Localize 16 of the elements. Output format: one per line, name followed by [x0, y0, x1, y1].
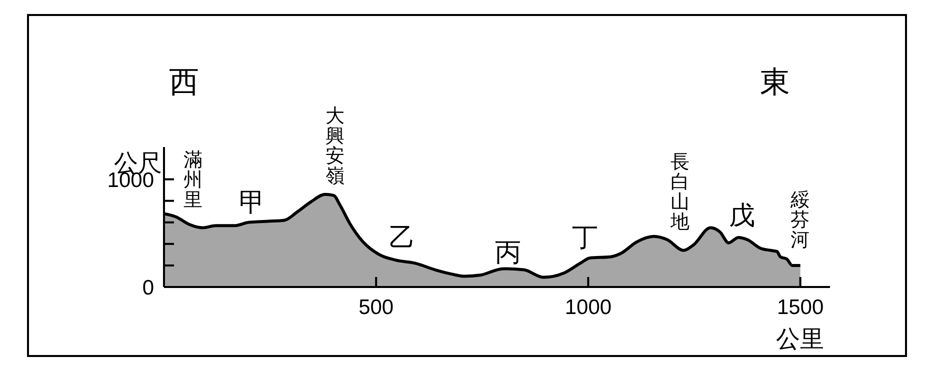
text: 東 — [760, 66, 790, 99]
annotation: 戊 — [729, 200, 755, 230]
y-tick-label: 0 — [142, 276, 154, 300]
annotation: 丁 — [572, 222, 598, 252]
annotation: 甲 — [239, 187, 265, 217]
x-tick-label: 1500 — [776, 296, 824, 319]
annotation: 綏芬河 — [790, 190, 810, 251]
annotation: 丙 — [495, 237, 521, 267]
annotation: 長白山地 — [670, 152, 690, 233]
x-tick-label: 500 — [358, 296, 394, 319]
annotation: 乙 — [389, 222, 415, 252]
annotation: 滿州里 — [184, 150, 202, 211]
text: 西 — [169, 66, 199, 99]
annotation: 大興安嶺 — [326, 106, 344, 187]
x-axis-title: 公里 — [776, 326, 824, 353]
x-tick-label: 1000 — [564, 296, 612, 319]
